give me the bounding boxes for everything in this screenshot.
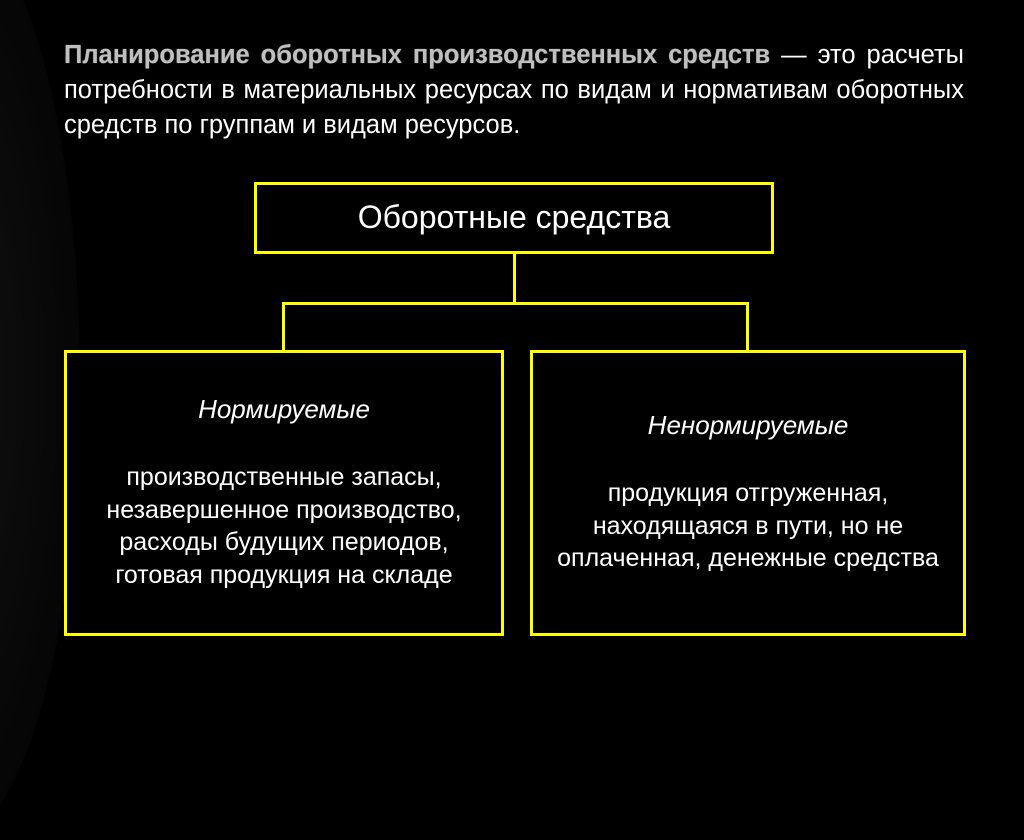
connector-right-down <box>746 302 749 350</box>
connector-horizontal <box>282 302 749 305</box>
intro-paragraph: Планирование оборотных производственных … <box>64 38 964 144</box>
child-node-right: Ненормируемые продукция отгруженная, нах… <box>530 350 966 636</box>
hierarchy-diagram: Оборотные средства Нормируемые производс… <box>64 182 964 642</box>
child-right-body: продукция отгруженная, находящаяся в пут… <box>547 477 949 575</box>
child-node-left: Нормируемые производственные запасы, нез… <box>64 350 504 636</box>
root-node: Оборотные средства <box>254 182 774 254</box>
connector-root-down <box>513 254 516 302</box>
slide-content: Планирование оборотных производственных … <box>64 38 964 642</box>
child-right-title: Ненормируемые <box>648 410 849 441</box>
intro-bold-title: Планирование оборотных производственных … <box>64 41 770 69</box>
connector-left-down <box>282 302 285 350</box>
root-node-label: Оборотные средства <box>358 199 671 236</box>
child-left-body: производственные запасы, незавершенное п… <box>81 461 487 591</box>
child-left-title: Нормируемые <box>198 394 370 425</box>
